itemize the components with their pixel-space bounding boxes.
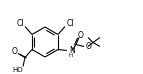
Text: O: O bbox=[12, 47, 18, 56]
Text: H: H bbox=[69, 52, 73, 57]
Text: HO: HO bbox=[13, 67, 23, 73]
Text: O: O bbox=[86, 42, 92, 51]
Text: Cl: Cl bbox=[16, 19, 24, 28]
Text: Cl: Cl bbox=[66, 19, 74, 28]
Text: O: O bbox=[78, 31, 84, 40]
Text: N: N bbox=[69, 46, 75, 55]
